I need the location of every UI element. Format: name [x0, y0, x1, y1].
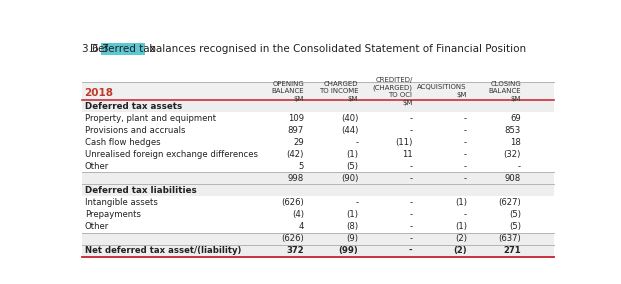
Text: (90): (90): [341, 174, 358, 183]
Text: -: -: [464, 126, 467, 135]
Text: CREDITED/
(CHARGED)
TO OCI
$M: CREDITED/ (CHARGED) TO OCI $M: [373, 77, 412, 106]
Text: (32): (32): [504, 150, 521, 159]
Text: (627): (627): [498, 198, 521, 207]
Bar: [83, 100, 554, 112]
Text: Deferred tax liabilities: Deferred tax liabilities: [85, 186, 197, 195]
Text: Provisions and accruals: Provisions and accruals: [85, 126, 185, 135]
Text: (4): (4): [292, 210, 304, 219]
Text: -: -: [409, 222, 412, 231]
Text: -: -: [464, 138, 467, 147]
Text: CHARGED
TO INCOME
$M: CHARGED TO INCOME $M: [319, 81, 358, 102]
Text: ACQUISITIONS
$M: ACQUISITIONS $M: [417, 84, 467, 98]
Bar: [83, 208, 554, 220]
Text: (637): (637): [498, 234, 521, 243]
Bar: [83, 82, 554, 100]
Bar: [83, 220, 554, 233]
Text: (5): (5): [347, 162, 358, 171]
Text: Net deferred tax asset/(liability): Net deferred tax asset/(liability): [85, 246, 241, 255]
Text: Deferred tax assets: Deferred tax assets: [85, 102, 182, 111]
Text: 18: 18: [510, 138, 521, 147]
Text: -: -: [409, 162, 412, 171]
Text: -: -: [409, 114, 412, 123]
Text: OPENING
BALANCE
$M: OPENING BALANCE $M: [271, 81, 304, 102]
Text: -: -: [355, 198, 358, 207]
Text: -: -: [409, 210, 412, 219]
Bar: [83, 160, 554, 172]
Bar: [83, 233, 554, 245]
Text: Unrealised foreign exchange differences: Unrealised foreign exchange differences: [85, 150, 258, 159]
Text: (1): (1): [347, 210, 358, 219]
Text: (5): (5): [509, 210, 521, 219]
Text: -: -: [409, 126, 412, 135]
Bar: [83, 112, 554, 124]
Text: -: -: [464, 114, 467, 123]
Text: Prepayments: Prepayments: [85, 210, 141, 219]
Text: (626): (626): [281, 198, 304, 207]
Text: -: -: [464, 162, 467, 171]
Bar: [83, 245, 554, 256]
Text: (9): (9): [347, 234, 358, 243]
Text: Other: Other: [85, 162, 109, 171]
Text: -: -: [464, 174, 467, 183]
Text: 3.6.3: 3.6.3: [83, 44, 116, 54]
Text: -: -: [355, 138, 358, 147]
Text: (626): (626): [281, 234, 304, 243]
Text: 853: 853: [505, 126, 521, 135]
Text: (11): (11): [395, 138, 412, 147]
Text: 11: 11: [402, 150, 412, 159]
Bar: [83, 184, 554, 197]
Text: -: -: [464, 150, 467, 159]
Bar: [83, 197, 554, 208]
Text: (99): (99): [338, 246, 358, 255]
Text: 372: 372: [286, 246, 304, 255]
Text: (44): (44): [341, 126, 358, 135]
Text: balances recognised in the Consolidated Statement of Financial Position: balances recognised in the Consolidated …: [147, 44, 527, 54]
Text: 271: 271: [503, 246, 521, 255]
Text: 897: 897: [288, 126, 304, 135]
Text: 109: 109: [288, 114, 304, 123]
Text: -: -: [409, 234, 412, 243]
Text: Intangible assets: Intangible assets: [85, 198, 158, 207]
Bar: [83, 172, 554, 184]
Bar: [83, 136, 554, 148]
Bar: [83, 124, 554, 136]
Text: CLOSING
BALANCE
$M: CLOSING BALANCE $M: [488, 81, 521, 102]
Text: Property, plant and equipment: Property, plant and equipment: [85, 114, 216, 123]
Text: -: -: [409, 246, 412, 255]
Text: 69: 69: [510, 114, 521, 123]
Text: (1): (1): [347, 150, 358, 159]
Text: 5: 5: [299, 162, 304, 171]
Text: Other: Other: [85, 222, 109, 231]
Bar: [101, 43, 145, 55]
Text: (2): (2): [453, 246, 467, 255]
Text: (5): (5): [509, 222, 521, 231]
Text: (42): (42): [287, 150, 304, 159]
Text: 2018: 2018: [84, 87, 114, 98]
Text: -: -: [409, 174, 412, 183]
Text: Deferred tax: Deferred tax: [90, 43, 156, 53]
Text: (40): (40): [341, 114, 358, 123]
Text: (1): (1): [455, 198, 467, 207]
Text: -: -: [464, 210, 467, 219]
Text: 4: 4: [299, 222, 304, 231]
Bar: [83, 148, 554, 160]
Text: (1): (1): [455, 222, 467, 231]
Text: (8): (8): [346, 222, 358, 231]
Text: 29: 29: [293, 138, 304, 147]
Text: 908: 908: [505, 174, 521, 183]
Text: (2): (2): [455, 234, 467, 243]
Text: Cash flow hedges: Cash flow hedges: [85, 138, 160, 147]
Text: 998: 998: [288, 174, 304, 183]
Text: -: -: [409, 198, 412, 207]
Text: -: -: [518, 162, 521, 171]
